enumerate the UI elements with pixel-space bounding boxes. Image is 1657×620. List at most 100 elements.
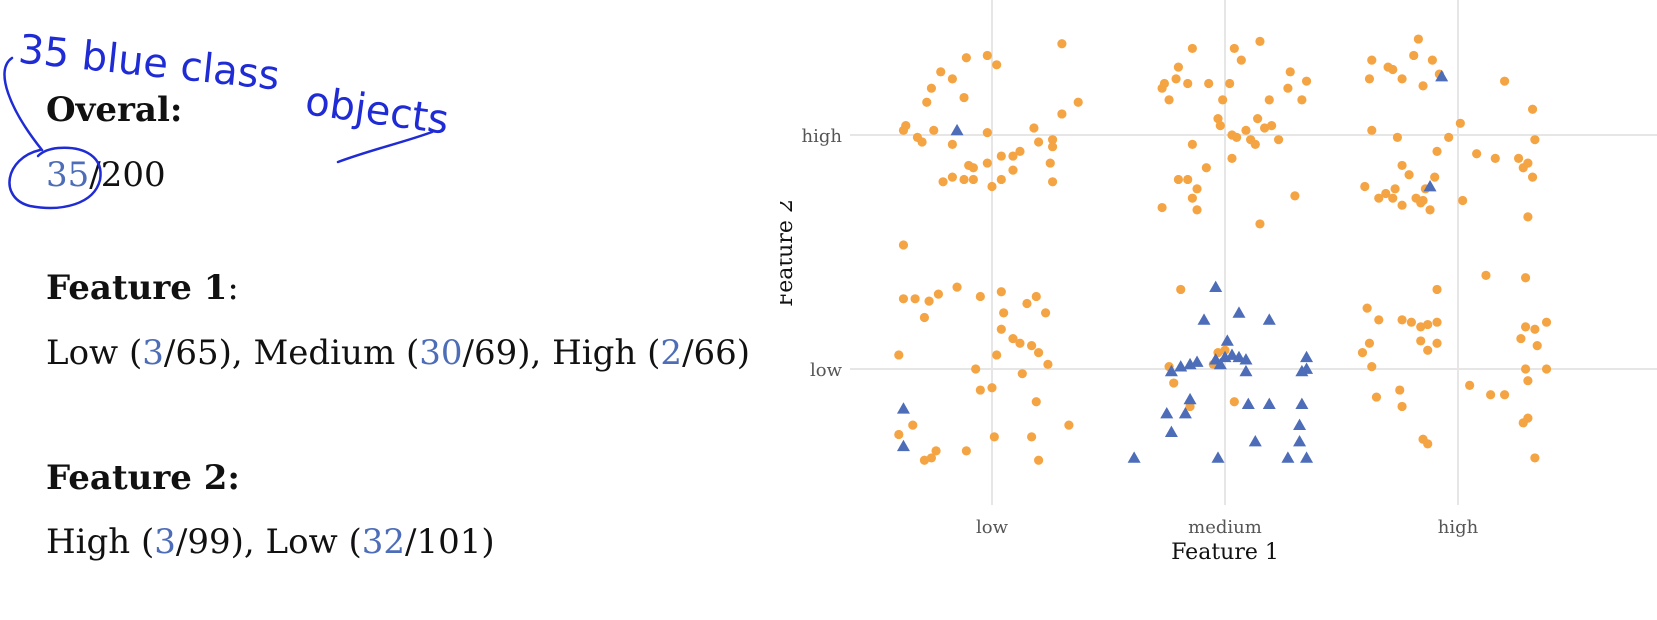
f2-high: High (3/99), [46,522,266,562]
point-orange-circle [1045,158,1055,168]
point-orange-circle [996,174,1006,185]
point-orange-circle [1444,132,1454,142]
point-orange-circle [926,453,937,463]
point-orange-circle [1057,39,1067,49]
point-orange-circle [908,420,918,430]
point-orange-circle [929,125,939,135]
point-orange-circle [1218,95,1228,105]
point-orange-circle [1232,132,1242,142]
point-orange-circle [982,128,992,138]
f1-low: Low (3/65), [46,333,254,373]
point-orange-circle [1367,125,1377,135]
point-orange-circle [1465,380,1475,390]
point-orange-circle [898,240,909,250]
point-orange-circle [1183,174,1193,185]
point-orange-circle [1364,74,1375,84]
point-orange-circle [1040,308,1051,318]
summary-panel: Overal: 35/200 Feature 1: Low (3/65), Me… [0,0,780,620]
overall-total: /200 [89,155,166,195]
y-tick-low: low [810,360,843,381]
point-blue-triangle [1220,334,1234,346]
point-orange-circle [1530,324,1540,334]
point-blue-triangle [1178,406,1192,419]
point-blue-triangle [896,402,910,414]
point-orange-circle [1273,135,1284,145]
point-orange-circle [924,296,934,306]
point-blue-triangle [1232,306,1246,318]
point-orange-circle [1374,193,1384,203]
point-blue-triangle [1160,406,1174,419]
point-orange-circle [959,92,969,103]
point-orange-circle [1367,362,1377,372]
point-orange-circle [1236,55,1246,65]
point-orange-circle [1390,184,1400,194]
point-orange-circle [1409,50,1419,61]
point-orange-circle [1229,397,1239,407]
point-orange-circle [982,50,992,61]
point-orange-circle [1015,146,1025,156]
point-blue-triangle [1127,451,1141,463]
point-orange-circle [1388,193,1398,203]
point-orange-circle [1458,195,1468,206]
point-blue-triangle [1241,397,1255,409]
point-orange-circle [1513,153,1524,163]
point-orange-circle [947,74,957,84]
point-orange-circle [996,287,1006,297]
point-blue-triangle [1295,397,1309,409]
scatter-plot: low medium high high low Feature 1 Featu… [780,0,1657,565]
point-orange-circle [922,97,932,107]
f1-medium: Medium (30/69), [253,333,553,373]
feature2-breakdown: High (3/99), Low (32/101) [46,522,495,562]
point-orange-circle [1357,348,1368,358]
point-orange-circle [961,446,971,456]
point-orange-circle [1220,345,1230,355]
point-orange-circle [961,53,971,63]
x-axis-title: Feature 1 [1171,540,1279,565]
point-orange-circle [952,282,962,292]
point-orange-circle [1541,317,1552,327]
point-orange-circle [1523,376,1533,386]
point-orange-circle [1472,149,1482,159]
point-orange-circle [1201,163,1211,173]
point-orange-circle [1215,121,1225,131]
point-blue-triangle [1164,425,1178,438]
point-orange-circle [1397,200,1407,210]
point-orange-circle [968,163,978,173]
point-orange-circle [1008,165,1018,175]
point-orange-circle [1227,153,1237,163]
point-orange-circle [1416,322,1426,332]
point-orange-circle [1423,319,1433,330]
point-orange-circle [1530,453,1540,463]
point-blue-triangle [1211,451,1225,463]
point-orange-circle [999,308,1009,318]
point-blue-triangle [1190,355,1204,367]
point-orange-circle [1027,341,1037,351]
point-orange-circle [1418,195,1428,206]
point-orange-circle [919,312,930,323]
point-blue-triangle [1183,392,1197,405]
point-orange-circle [894,429,904,440]
point-orange-circle [1520,273,1531,283]
point-orange-circle [1204,78,1214,89]
point-orange-circle [1364,338,1375,348]
point-orange-circle [1481,270,1491,280]
x-tick-low: low [976,517,1009,538]
point-orange-circle [1164,95,1174,105]
point-blue-triangle [1213,357,1227,370]
point-orange-circle [1397,401,1407,412]
point-orange-circle [1392,132,1403,142]
point-orange-circle [1418,81,1428,91]
point-orange-circle [1374,315,1384,325]
point-orange-circle [919,455,930,465]
point-orange-circle [1406,317,1416,327]
point-orange-circle [1183,78,1193,89]
overall-ratio: 35/200 [46,155,166,195]
point-orange-circle [1397,160,1407,171]
point-blue-triangle [1239,353,1253,365]
point-blue-triangle [1239,364,1253,377]
point-orange-circle [1192,184,1202,194]
point-orange-circle [1523,158,1533,168]
point-orange-circle [1416,336,1426,346]
point-orange-circle [1255,219,1265,229]
point-orange-circle [1532,341,1542,351]
